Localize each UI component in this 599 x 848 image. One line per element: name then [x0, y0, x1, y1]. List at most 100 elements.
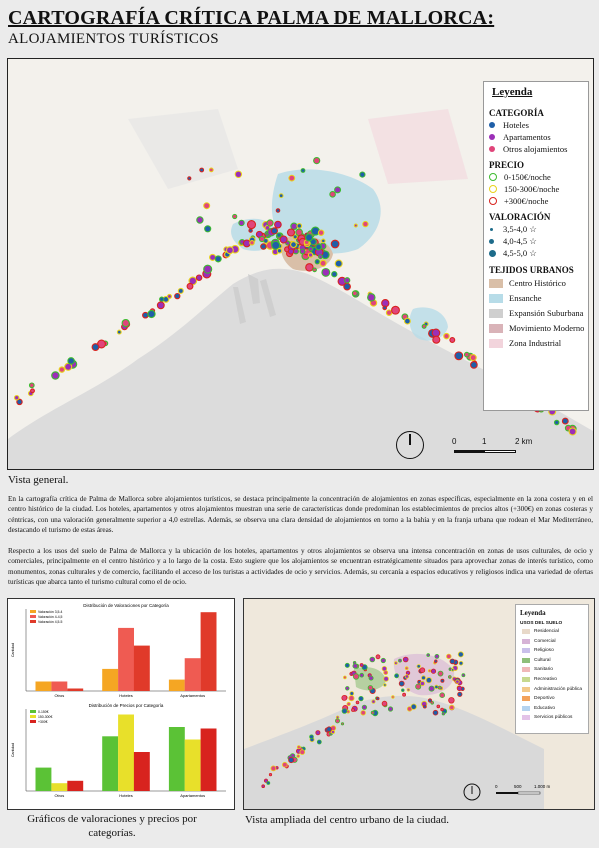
chart-legend-swatch [30, 715, 36, 718]
accommodation-point [91, 343, 100, 352]
chart-bar [118, 714, 134, 791]
accommodation-point [313, 157, 321, 165]
zoom-accommodation-point [450, 668, 455, 672]
chart-category-label: Otros [54, 793, 64, 798]
legend-item-precio-mid: 150-300€/noche [489, 184, 559, 194]
zoom-legend-subtitle: USOS DEL SUELO [520, 621, 563, 626]
accommodation-point [307, 252, 314, 258]
scale-tick-2: 2 km [515, 437, 533, 446]
accommodation-point [308, 246, 314, 252]
caption-charts: Gráficos de valoraciones y precios por c… [27, 813, 197, 839]
zoom-accommodation-point [381, 665, 388, 672]
caption-zoom-map: Vista ampliada del centro urbano de la c… [245, 814, 449, 826]
accommodation-point [382, 305, 388, 311]
zoom-accommodation-point [367, 685, 374, 691]
zoom-map[interactable]: 0 500 1.000 m Leyenda USOS DEL SUELO Res… [243, 598, 595, 810]
accommodation-point [367, 293, 376, 302]
charts-panel: Distribución de Valoraciones por Categor… [7, 598, 235, 810]
accommodation-point [203, 202, 211, 210]
accommodation-point [242, 239, 251, 248]
chart-bar [168, 727, 185, 791]
zoom-accommodation-point [369, 656, 376, 663]
accommodation-point [432, 335, 441, 344]
chart-legend-swatch [30, 610, 36, 613]
chart-bar [51, 681, 68, 691]
accommodation-point [391, 305, 400, 315]
accommodation-point [16, 398, 23, 406]
main-map[interactable]: Leyenda CATEGORÍA Hoteles Apartamentos O… [7, 58, 594, 470]
zoom-accommodation-point [348, 695, 355, 702]
zoom-accommodation-point [458, 661, 464, 666]
accommodation-point [314, 259, 320, 265]
chart-category-label: Apartamentos [180, 793, 205, 798]
accommodation-point [13, 394, 20, 401]
scale-tick-0: 0 [452, 437, 457, 446]
chart-bar [51, 783, 68, 791]
zoom-accommodation-point [398, 680, 405, 687]
zoom-accommodation-point [461, 673, 466, 678]
zoom-accommodation-point [351, 708, 355, 712]
accommodation-point [286, 228, 296, 237]
chart-category-label: Hoteles [119, 793, 133, 798]
zoom-accommodation-point [436, 704, 441, 709]
zoom-scale-bar [496, 792, 518, 794]
zoom-accommodation-point [381, 700, 388, 707]
accommodation-point [454, 351, 464, 361]
zoom-accommodation-point [361, 664, 368, 671]
accommodation-point [318, 254, 323, 260]
accommodation-point [353, 223, 358, 228]
chart-category-label: Apartamentos [180, 693, 205, 698]
accommodation-point [315, 243, 323, 251]
zoom-accommodation-point [405, 670, 411, 676]
zoom-sea [244, 695, 544, 809]
chart-legend-swatch [30, 615, 36, 618]
chart-category-label: Hoteles [119, 693, 133, 698]
zoom-accommodation-point [335, 718, 341, 724]
accommodation-point [186, 282, 194, 290]
accommodation-point [403, 317, 411, 325]
zoom-legend-item: Administración pública [522, 686, 582, 692]
legend-title: Leyenda [492, 86, 533, 98]
accommodation-point [274, 220, 282, 229]
swatch [489, 323, 503, 333]
zoom-accommodation-point [448, 675, 452, 679]
zoom-accommodation-point [406, 688, 411, 692]
accommodation-point [319, 259, 327, 267]
page-subtitle: ALOJAMIENTOS TURÍSTICOS [8, 31, 219, 47]
accommodation-point [321, 267, 331, 277]
zoom-legend-swatch [522, 657, 530, 663]
zoom-accommodation-point [419, 680, 425, 687]
zoom-accommodation-point [430, 701, 435, 705]
zoom-legend-label: Cultural [534, 657, 551, 663]
accommodation-point [64, 362, 73, 371]
charts-canvas: Distribución de Valoraciones por Categor… [11, 603, 226, 798]
accommodation-point [351, 290, 358, 297]
chart-bar [200, 728, 217, 791]
swatch [489, 278, 503, 288]
zoom-commercial-area [393, 653, 455, 696]
chart-bar [102, 668, 119, 691]
zoom-legend-title: Leyenda [520, 609, 546, 617]
legend-item-val-2: 4,0-4,5 ☆ [489, 236, 537, 247]
zoom-legend-label: Comercial [534, 638, 556, 644]
north-arrow-icon [396, 431, 424, 459]
accommodation-point [343, 282, 351, 291]
zoom-accommodation-point [346, 701, 351, 707]
zoom-legend-label: Residencial [534, 629, 559, 634]
chart-y-label: Cantidad [11, 743, 15, 757]
zoom-accommodation-point [387, 706, 394, 712]
chart-legend-label: Valoración 4,5-5 [38, 620, 63, 624]
zoom-accommodation-point [457, 691, 463, 697]
accommodation-point [299, 248, 306, 255]
main-legend: Leyenda CATEGORÍA Hoteles Apartamentos O… [483, 81, 589, 411]
medium-dot-icon [489, 239, 494, 244]
accommodation-point [421, 323, 427, 329]
accommodation-point [174, 292, 181, 300]
zoom-accommodation-point [430, 668, 437, 674]
chart-legend-swatch [30, 720, 36, 723]
zoom-accommodation-point [434, 659, 438, 663]
accommodation-point [142, 311, 149, 319]
accommodation-point [278, 193, 284, 199]
accommodation-point [330, 239, 340, 249]
zoom-accommodation-point [419, 667, 426, 673]
